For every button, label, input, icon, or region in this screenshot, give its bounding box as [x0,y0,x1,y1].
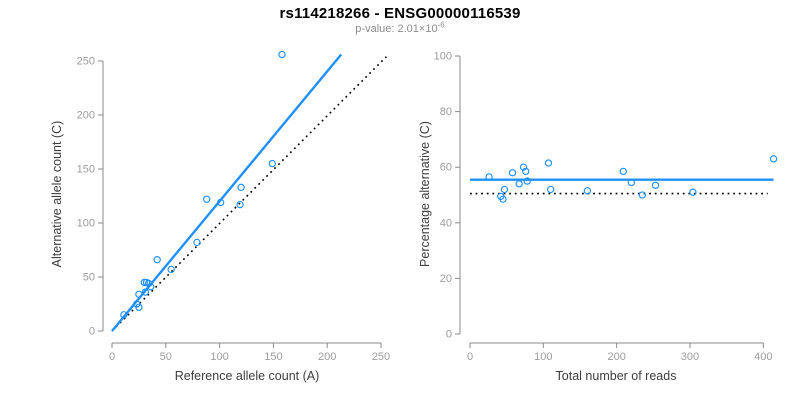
pvalue-exponent: -6 [437,20,445,30]
left-yaxis-title: Alternative allele count (C) [50,120,64,268]
right-data-point [619,167,627,176]
left-y-tick-label: 250 [77,56,95,68]
left-data-point [203,195,211,203]
plot-subtitle: p-value: 2.01×10-6 [0,20,800,35]
right-data-point [689,188,697,196]
left-data-point [278,50,286,59]
left-x-tick-label: 0 [109,351,115,363]
left-data-point [140,278,148,287]
left-y-tick-label: 50 [83,272,95,284]
left-x-tick-label: 150 [264,351,282,363]
right-data-point [583,187,592,195]
plot-title: rs114218266 - ENSG00000116539 [279,5,521,22]
right-x-tick-label: 200 [607,351,625,363]
left-data-point [193,238,201,247]
left-data-point [217,198,225,207]
right-y-tick-label: 20 [440,273,452,285]
right-data-point [651,181,660,189]
right-data-point [485,173,493,181]
left-data-point [135,303,143,311]
left-xaxis-title: Reference allele count (A) [174,369,320,383]
right-data-point [627,178,636,187]
left-identity-line [111,56,387,332]
right-yaxis-title: Percentage alternative (C) [418,121,432,267]
left-data-point [153,256,161,264]
right-data-point [544,159,553,167]
right-data-point [508,169,517,177]
left-data-point [167,265,175,274]
left-data-point [141,288,150,296]
left-y-tick-label: 150 [77,164,95,176]
right-x-tick-label: 400 [754,351,772,363]
right-data-point [523,177,531,185]
right-data-point [515,180,523,188]
left-data-point [237,183,245,192]
left-y-tick-label: 0 [89,326,95,338]
right-data-point [769,155,778,163]
left-y-tick-label: 100 [77,218,95,230]
right-data-point [522,167,530,176]
right-data-point [546,185,555,194]
right-data-point [519,163,528,171]
right-x-tick-label: 0 [467,351,473,363]
right-x-tick-label: 300 [681,351,699,363]
left-data-point [268,159,276,168]
left-x-tick-label: 250 [372,351,390,363]
right-data-point [499,195,507,203]
right-y-tick-label: 40 [440,217,452,229]
pvalue-mantissa: 2.01×10 [394,23,438,35]
left-data-point [120,311,128,319]
left-x-tick-label: 100 [210,351,228,363]
right-data-point [500,185,509,194]
pvalue-label: p-value: [355,23,395,35]
right-data-point [638,191,647,199]
right-y-tick-label: 60 [440,162,452,174]
left-y-tick-label: 200 [77,110,95,122]
left-fit-line [111,53,343,332]
right-xaxis-title: Total number of reads [555,369,677,383]
left-data-point [236,200,244,209]
left-data-point [147,283,155,291]
right-y-tick-label: 100 [434,51,452,63]
left-data-point [135,290,143,298]
right-y-tick-label: 0 [446,329,452,341]
right-y-tick-label: 80 [440,106,452,118]
left-x-tick-label: 200 [318,351,336,363]
left-x-tick-label: 50 [160,351,172,363]
right-x-tick-label: 100 [534,351,552,363]
